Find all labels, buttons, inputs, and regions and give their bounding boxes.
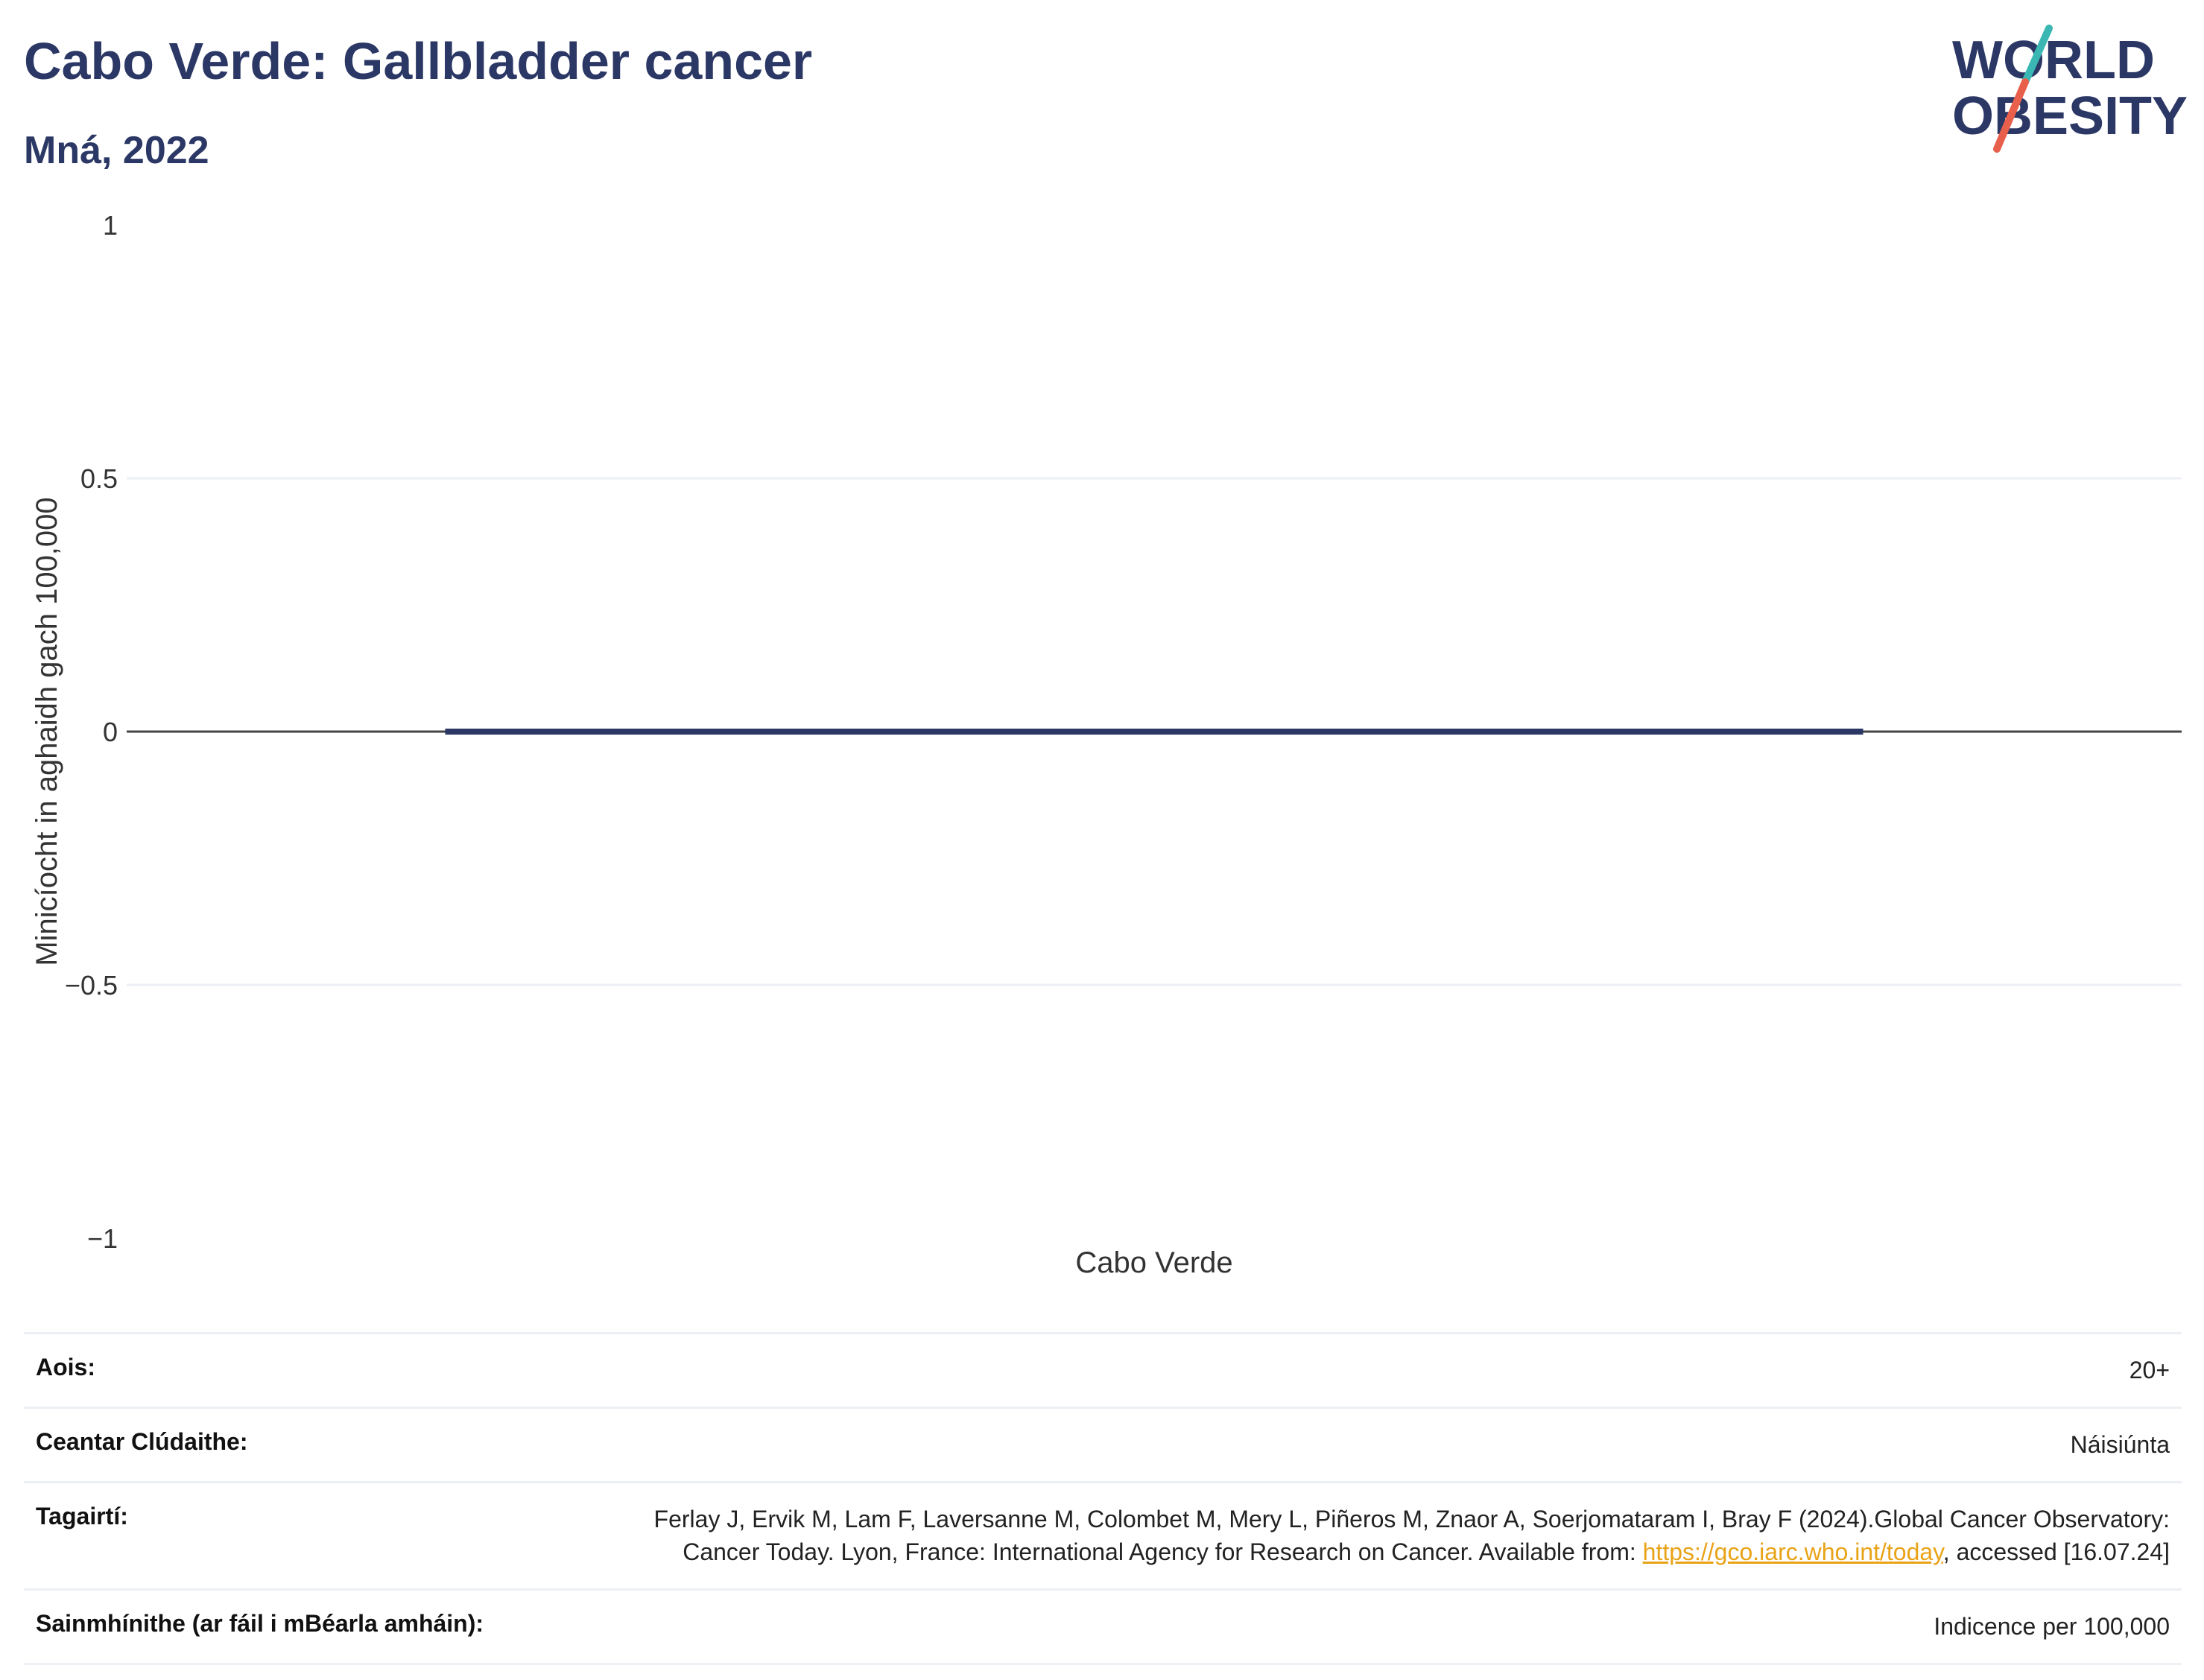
- info-row-references: Tagairtí: Ferlay J, Ervik M, Lam F, Lave…: [24, 1480, 2182, 1589]
- world-obesity-logo: WORLD OBESITY: [1952, 25, 2188, 153]
- info-label: Sainmhínithe (ar fáil i mBéarla amháin):: [36, 1610, 484, 1638]
- info-value: Náisiúnta: [2070, 1430, 2170, 1458]
- y-tick-label: 1: [103, 210, 118, 241]
- info-value: 20+: [2129, 1357, 2170, 1383]
- info-label: Ceantar Clúdaithe:: [36, 1427, 248, 1455]
- bar: [445, 729, 1863, 735]
- reference-text-end: , accessed [16.07.24]: [1942, 1538, 2170, 1566]
- bars: [445, 729, 1863, 735]
- logo-line-2: OBESITY: [1952, 86, 2188, 146]
- logo-slash-top: [2021, 25, 2053, 86]
- y-tick-label: 0: [103, 717, 118, 747]
- info-row-definitions: Sainmhínithe (ar fáil i mBéarla amháin):…: [24, 1588, 2182, 1665]
- info-row-age: Aois: 20+: [24, 1332, 2182, 1407]
- y-axis-title: Minicíocht in aghaidh gach 100,000: [31, 497, 63, 966]
- y-tick-label: −0.5: [65, 970, 118, 1001]
- page-title: Cabo Verde: Gallbladder cancer: [24, 32, 813, 90]
- y-tick-label: −1: [87, 1223, 118, 1254]
- y-tick-labels: 1 0.5 0 −0.5 −1: [65, 210, 118, 1254]
- y-tick-label: 0.5: [80, 463, 118, 494]
- info-table: Aois: 20+ Ceantar Clúdaithe: Náisiúnta T…: [24, 1332, 2182, 1665]
- x-axis-category-label: Cabo Verde: [1075, 1246, 1232, 1279]
- info-label: Aois:: [36, 1354, 95, 1381]
- info-row-coverage: Ceantar Clúdaithe: Náisiúnta: [24, 1406, 2182, 1481]
- reference-link[interactable]: https://gco.iarc.who.int/today: [1642, 1538, 1943, 1566]
- info-value: Indicence per 100,000: [1934, 1613, 2170, 1641]
- info-value: Ferlay J, Ervik M, Lam F, Laversanne M, …: [605, 1503, 2170, 1570]
- reference-text: Ferlay J, Ervik M, Lam F, Laversanne M, …: [653, 1505, 2170, 1566]
- info-label: Tagairtí:: [36, 1502, 128, 1530]
- page-subtitle: Mná, 2022: [24, 129, 209, 172]
- bar-chart: 1 0.5 0 −0.5 −1 Cabo Verde Minicíocht in agh…: [31, 210, 2182, 1279]
- logo-line-1: WORLD: [1952, 31, 2155, 90]
- logo-slash-bottom: [1993, 78, 2029, 153]
